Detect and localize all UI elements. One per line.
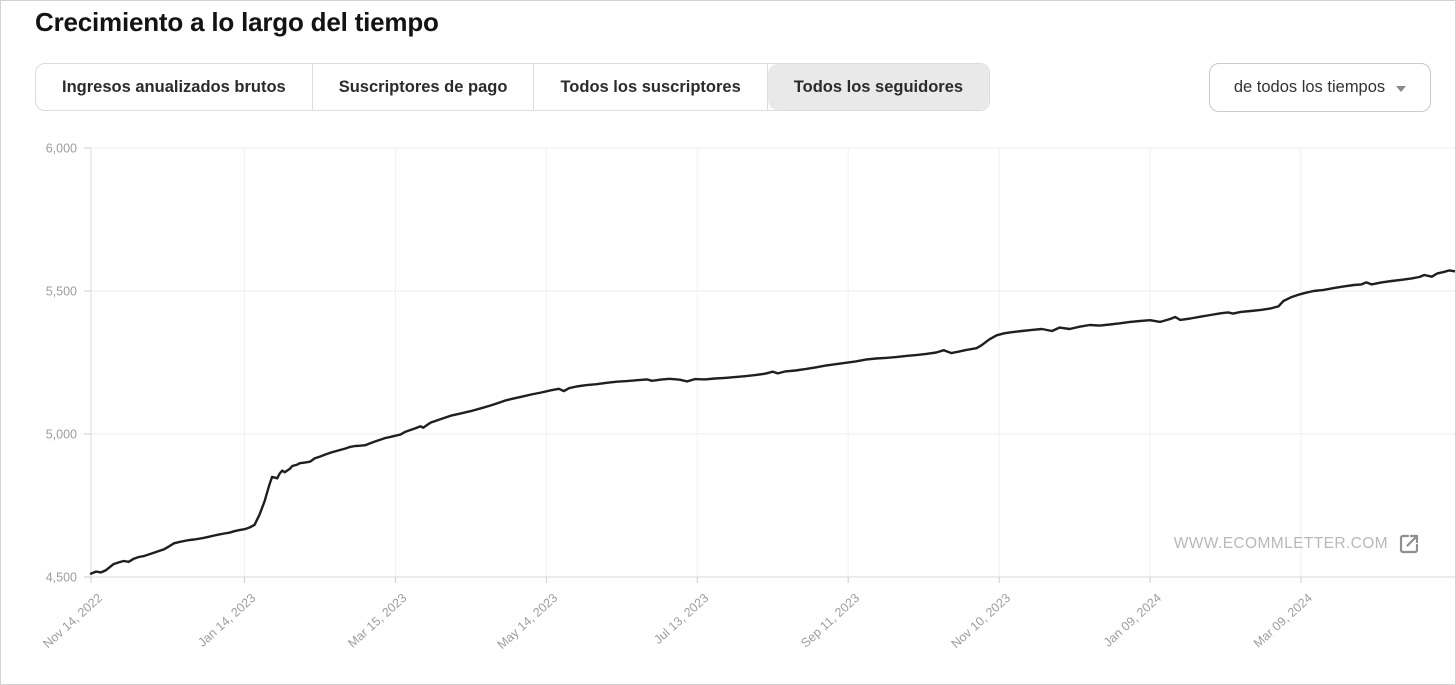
x-axis-tick-label: May 14, 2023 xyxy=(495,591,561,652)
x-axis-tick-label: Mar 09, 2024 xyxy=(1251,591,1315,651)
growth-chart: 4,500 5,000 5,500 6,000 Nov 14, 2022 Jan 14, … xyxy=(1,136,1455,684)
page-title: Crecimiento a lo largo del tiempo xyxy=(35,7,439,37)
y-axis-tick-label: 6,000 xyxy=(46,142,77,156)
x-axis-tick-label: Sep 11, 2023 xyxy=(798,591,862,651)
line-chart-canvas: 4,500 5,000 5,500 6,000 Nov 14, 2022 Jan 14, … xyxy=(40,142,1455,652)
x-axis-tick-label: Nov 14, 2022 xyxy=(40,591,105,651)
x-axis-tick-label: Jan 09, 2024 xyxy=(1101,591,1164,650)
time-range-label: de todos los tiempos xyxy=(1233,78,1386,96)
x-axis-tick-label: Mar 15, 2023 xyxy=(345,591,409,651)
tab-ingresos-anualizados-brutos[interactable]: Ingresos anualizados brutos xyxy=(36,64,313,110)
x-axis-tick-label: Jan 14, 2023 xyxy=(195,591,258,650)
y-axis-tick-label: 5,500 xyxy=(46,285,77,299)
external-link-icon xyxy=(1399,534,1419,554)
watermark-link[interactable]: WWW.ECOMMLETTER.COM xyxy=(1174,532,1421,556)
metric-tabs: Ingresos anualizados brutos Suscriptores … xyxy=(35,63,991,111)
x-axis-tick-label: Jul 13, 2023 xyxy=(651,591,711,647)
y-axis-tick-label: 5,000 xyxy=(46,428,77,442)
watermark-text: WWW.ECOMMLETTER.COM xyxy=(1173,535,1388,552)
x-axis-tick-label: Nov 10, 2023 xyxy=(949,591,1014,651)
series-line-todos-los-seguidores xyxy=(89,269,1455,575)
tab-suscriptores-de-pago[interactable]: Suscriptores de pago xyxy=(313,64,535,110)
tab-todos-los-seguidores[interactable]: Todos los seguidores xyxy=(767,64,990,110)
y-axis-tick-label: 4,500 xyxy=(46,571,77,585)
tab-todos-los-suscriptores[interactable]: Todos los suscriptores xyxy=(534,64,768,110)
chevron-down-icon xyxy=(1396,85,1407,92)
time-range-select[interactable]: de todos los tiempos xyxy=(1209,63,1431,112)
